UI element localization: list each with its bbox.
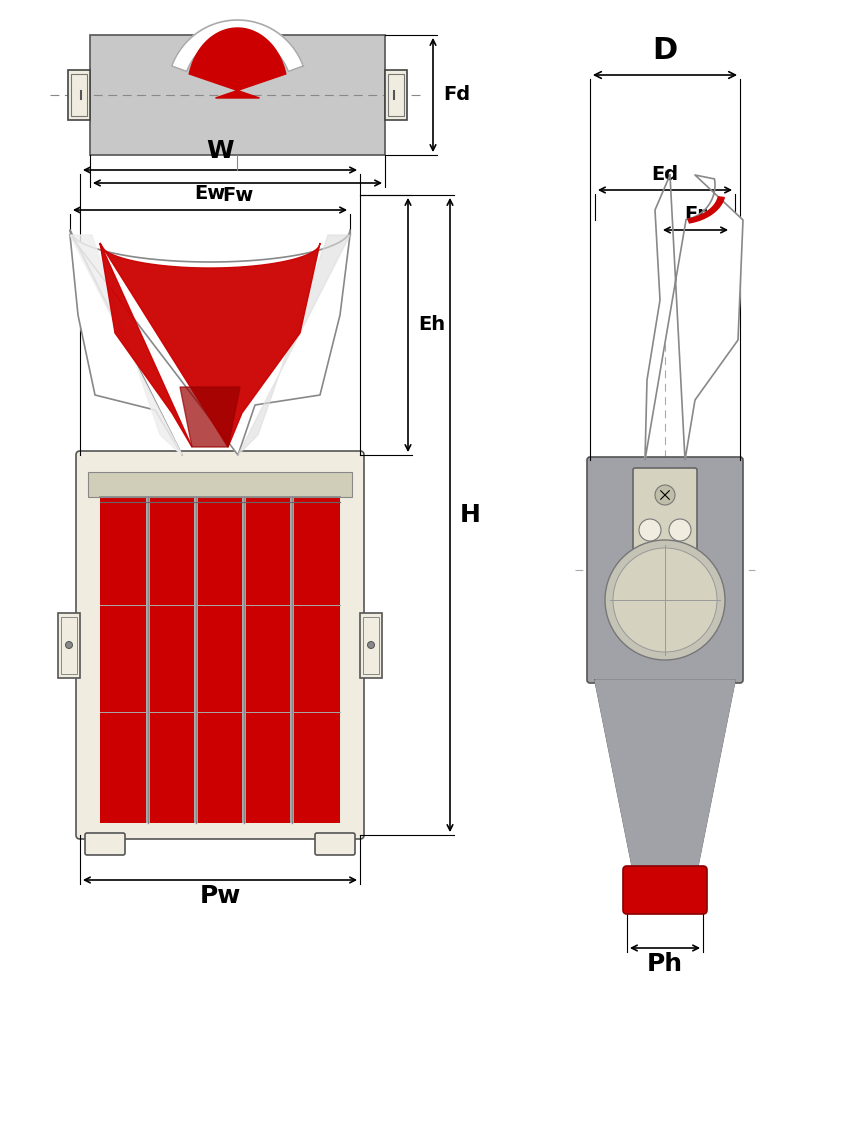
Text: Ew: Ew [195, 184, 225, 203]
Bar [242, 497, 246, 823]
Polygon shape [190, 28, 286, 98]
Polygon shape [180, 386, 240, 447]
Polygon shape [70, 235, 182, 455]
Text: Eh: Eh [418, 315, 445, 334]
Polygon shape [595, 680, 735, 870]
Polygon shape [172, 20, 303, 71]
Text: Ed: Ed [651, 165, 678, 184]
Bar [146, 497, 150, 823]
Circle shape [613, 548, 717, 652]
Circle shape [367, 642, 375, 649]
FancyBboxPatch shape [587, 457, 743, 683]
FancyBboxPatch shape [385, 70, 407, 120]
Text: Fd: Fd [443, 86, 470, 104]
FancyBboxPatch shape [363, 617, 379, 673]
Bar [100, 497, 340, 823]
FancyBboxPatch shape [76, 451, 364, 838]
Polygon shape [100, 243, 320, 447]
Circle shape [65, 642, 72, 649]
Polygon shape [688, 197, 724, 223]
Polygon shape [645, 175, 743, 460]
Polygon shape [70, 231, 350, 455]
Text: Pw: Pw [199, 884, 241, 909]
Text: W: W [207, 139, 234, 163]
Text: H: H [460, 503, 481, 527]
FancyBboxPatch shape [623, 866, 707, 914]
Text: Fw: Fw [222, 186, 253, 205]
Circle shape [639, 519, 661, 541]
FancyBboxPatch shape [633, 468, 697, 551]
Bar [88, 472, 352, 497]
FancyBboxPatch shape [85, 833, 125, 855]
Polygon shape [238, 235, 350, 455]
Bar [290, 497, 294, 823]
FancyBboxPatch shape [71, 73, 87, 116]
Text: Ph: Ph [647, 951, 683, 976]
FancyBboxPatch shape [388, 73, 404, 116]
FancyBboxPatch shape [61, 617, 77, 673]
Circle shape [655, 485, 675, 505]
Bar [90, 35, 385, 155]
FancyBboxPatch shape [315, 833, 355, 855]
Text: Er: Er [684, 205, 707, 224]
Circle shape [669, 519, 691, 541]
Text: D: D [652, 36, 677, 66]
Bar [194, 497, 198, 823]
Circle shape [605, 540, 725, 660]
FancyBboxPatch shape [360, 612, 382, 678]
FancyBboxPatch shape [68, 70, 90, 120]
FancyBboxPatch shape [58, 612, 80, 678]
